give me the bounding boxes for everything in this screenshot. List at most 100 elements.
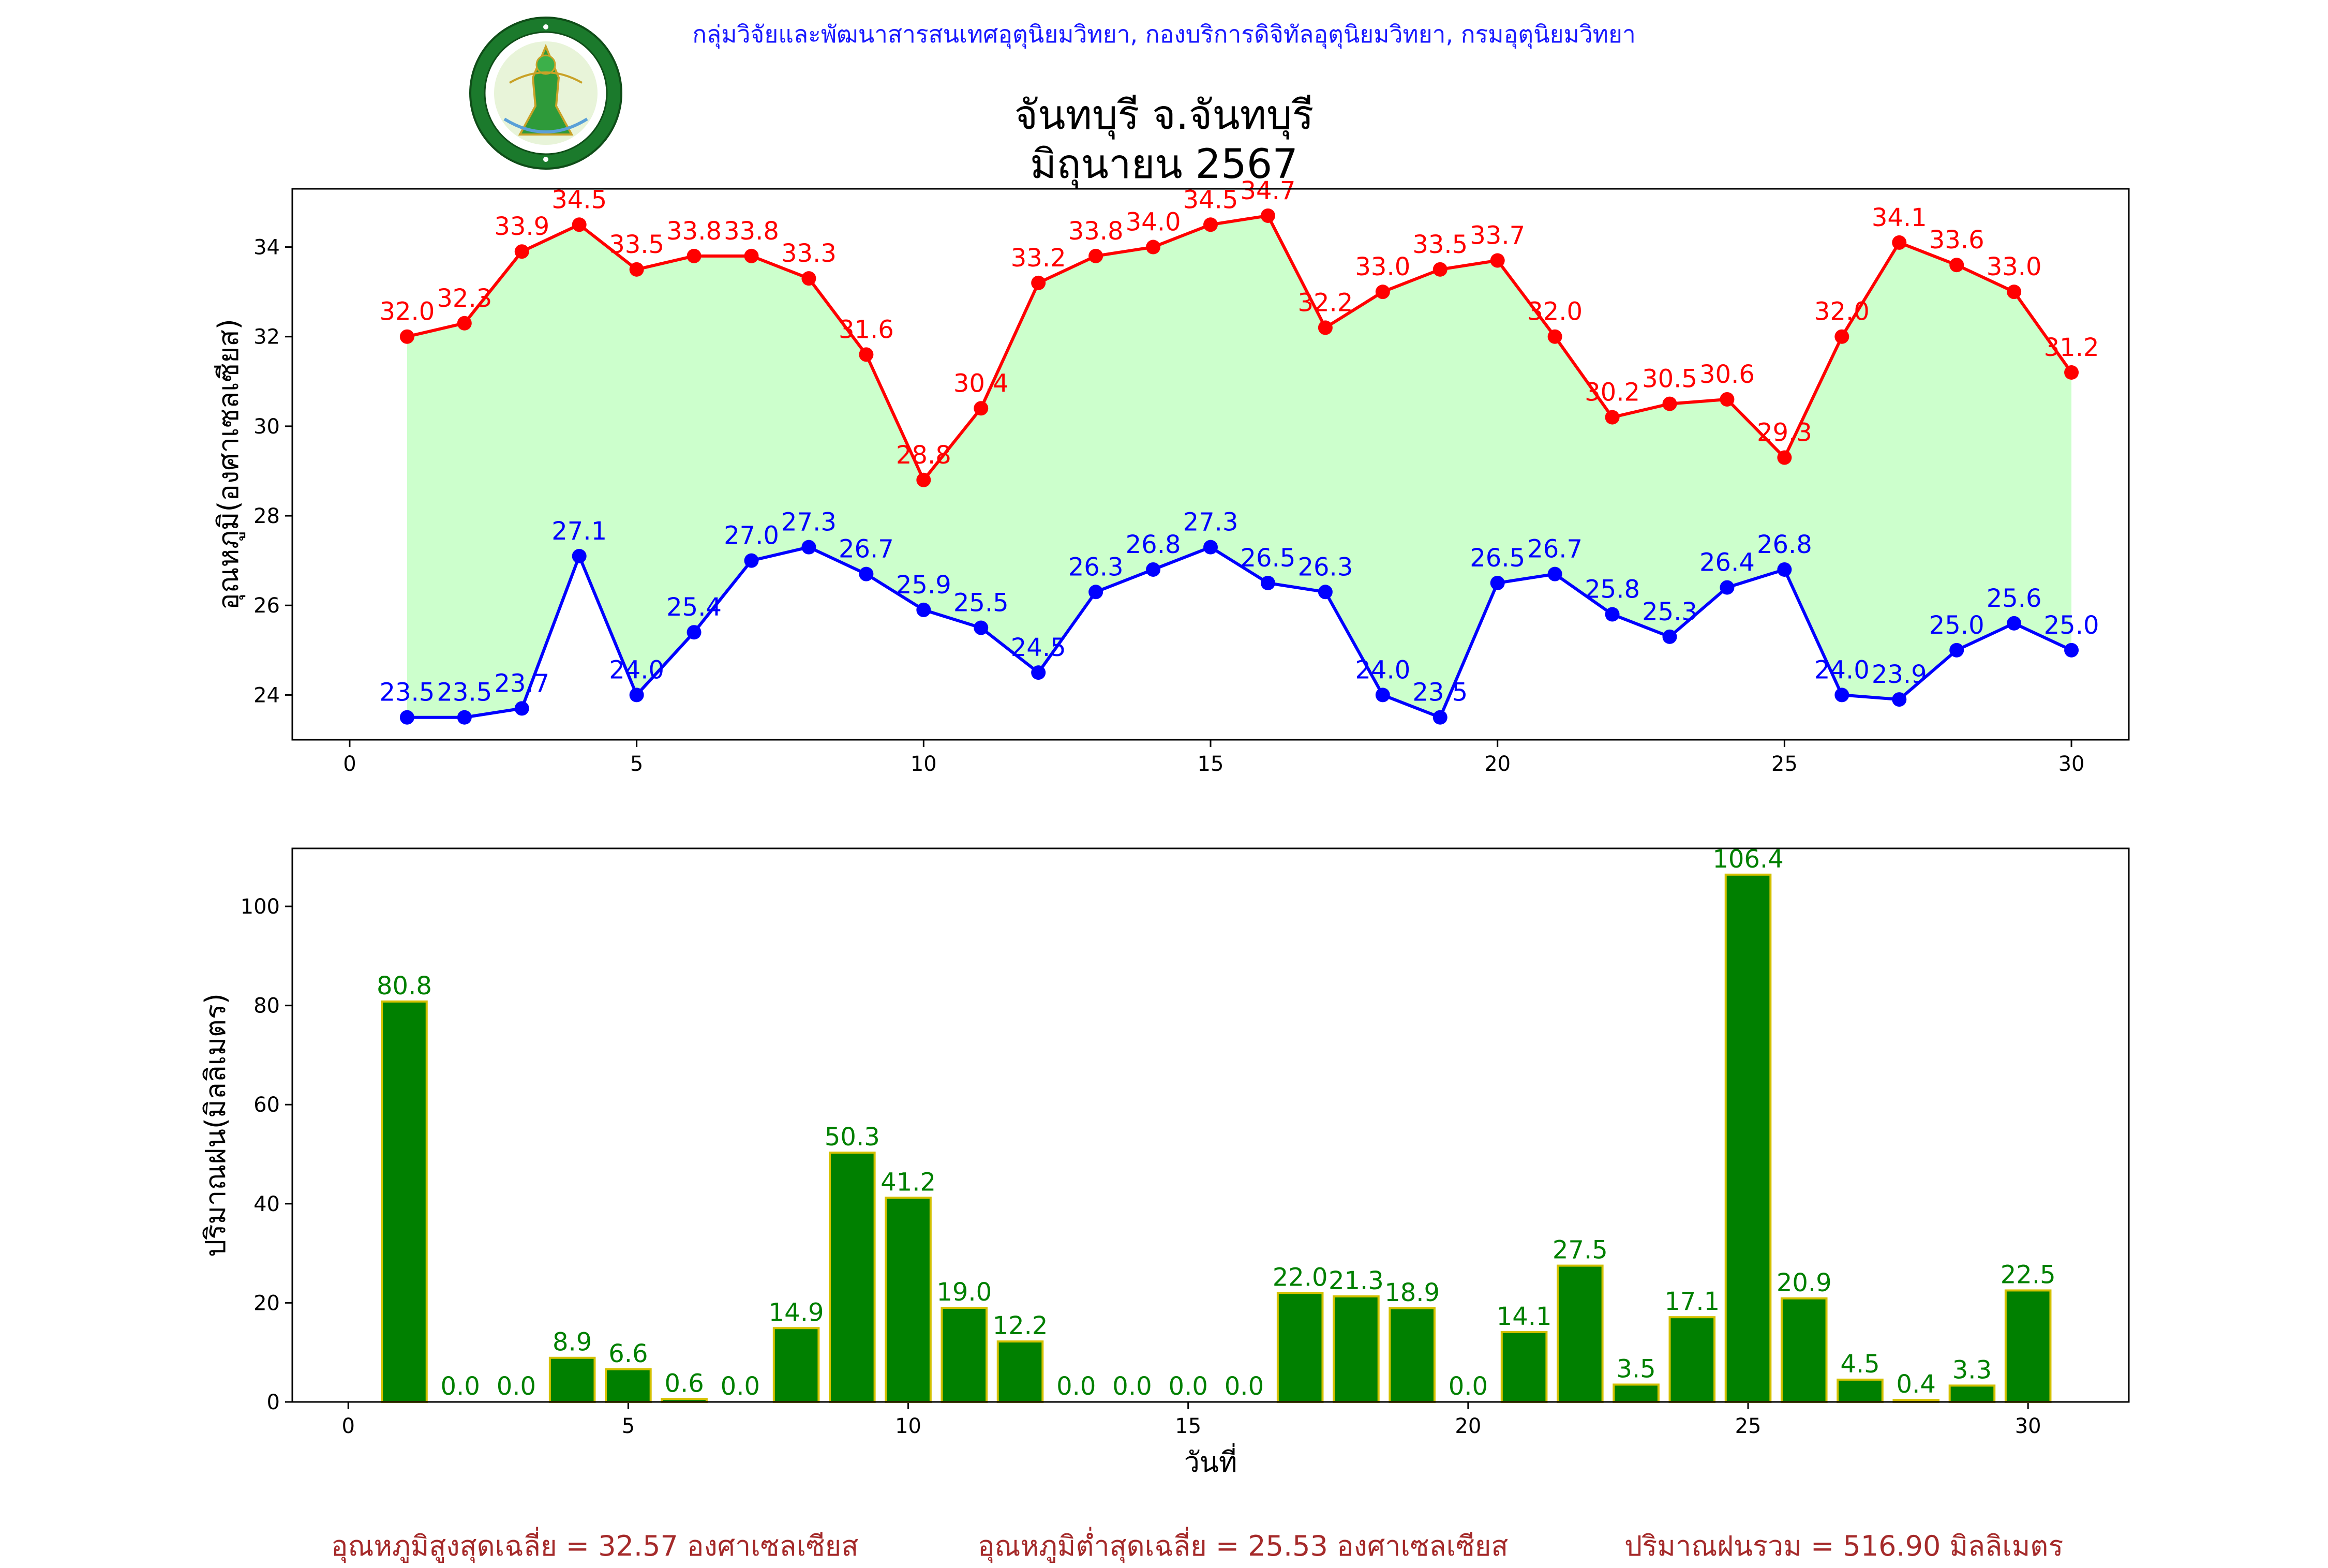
- max-temp-data-label: 30.2: [1585, 378, 1640, 407]
- temp-x-tick-label: 0: [343, 752, 356, 776]
- rain-bar: [1276, 1292, 1324, 1403]
- avg-min-temp-summary: อุณหภูมิต่ำสุดเฉลี่ย = 25.53 องศาเซลเซีย…: [978, 1530, 1509, 1562]
- min-temp-data-label: 26.8: [1126, 530, 1181, 559]
- max-temp-point: [1547, 329, 1562, 344]
- min-temp-data-label: 26.7: [839, 535, 894, 564]
- min-temp-data-label: 25.8: [1585, 575, 1640, 604]
- min-temp-data-label: 23.7: [494, 669, 549, 698]
- rain-x-axis-label: วันที่: [1184, 1443, 1237, 1479]
- max-temp-data-label: 30.6: [1699, 360, 1755, 389]
- rain-data-label: 27.5: [1553, 1236, 1608, 1265]
- rain-x-tick-label: 15: [1175, 1414, 1201, 1438]
- rain-y-axis-label: ปริมาณฝน(มิลลิเมตร): [199, 993, 232, 1257]
- min-temp-point: [1203, 540, 1218, 555]
- max-temp-data-label: 33.5: [1412, 230, 1468, 259]
- min-temp-point: [1031, 665, 1046, 680]
- meteorological-department-logo: [469, 17, 622, 170]
- max-temp-data-label: 32.0: [379, 297, 435, 326]
- max-temp-point: [1949, 258, 1964, 273]
- max-temp-data-label: 32.2: [1297, 288, 1353, 317]
- max-temp-point: [1605, 410, 1620, 425]
- min-temp-point: [629, 688, 644, 703]
- min-temp-data-label: 24.5: [1011, 633, 1066, 662]
- min-temp-point: [687, 625, 702, 640]
- min-temp-point: [1834, 688, 1849, 703]
- rain-bar: [1837, 1378, 1884, 1403]
- min-temp-point: [1375, 688, 1390, 703]
- max-temp-point: [1892, 235, 1907, 250]
- max-temp-data-label: 32.0: [1814, 297, 1870, 326]
- rain-x-tick-label: 25: [1735, 1414, 1762, 1438]
- rain-data-label: 80.8: [377, 972, 432, 1000]
- max-temp-point: [744, 248, 759, 263]
- min-temp-data-label: 25.3: [1642, 598, 1697, 626]
- rain-data-label: 8.9: [553, 1328, 592, 1357]
- max-temp-data-label: 32.0: [1527, 297, 1583, 326]
- rain-bar: [772, 1327, 820, 1403]
- station-title: จันทบุรี จ.จันทบุรี: [1014, 92, 1314, 139]
- max-temp-data-label: 30.5: [1642, 365, 1697, 394]
- max-temp-point: [1318, 320, 1333, 335]
- rain-bar: [996, 1340, 1044, 1403]
- rain-y-tick-label: 20: [253, 1291, 280, 1315]
- rainfall-chart: 0 5 10 15 20 25 30 0 20 40 60 80 100 80.8 0.0 0.0 8.9 6.6…: [199, 845, 2130, 1479]
- min-temp-point: [1260, 575, 1275, 590]
- rain-y-tick-label: 40: [253, 1192, 280, 1216]
- min-temp-data-label: 26.8: [1757, 530, 1812, 559]
- rain-y-tick-label: 60: [253, 1093, 280, 1117]
- max-temp-data-label: 33.3: [781, 239, 837, 268]
- max-temp-data-label: 33.0: [1987, 252, 2042, 281]
- rain-data-label: 0.0: [497, 1372, 536, 1401]
- max-temp-point: [399, 329, 414, 344]
- min-temp-point: [1318, 585, 1333, 600]
- min-temp-point: [457, 710, 472, 725]
- max-temp-point: [1031, 275, 1046, 290]
- temp-x-tick-label: 30: [2058, 752, 2085, 776]
- rain-bar: [885, 1197, 932, 1403]
- min-temp-point: [514, 701, 529, 716]
- rain-bar: [1389, 1307, 1436, 1403]
- rain-data-label: 0.0: [441, 1372, 480, 1401]
- temp-axes-frame: [291, 188, 2130, 741]
- rain-bar: [381, 1000, 428, 1403]
- rain-y-tick-label: 0: [267, 1391, 280, 1414]
- rain-bar: [1557, 1264, 1604, 1403]
- min-temp-point: [1720, 580, 1735, 595]
- min-temp-data-label: 23.9: [1872, 660, 1927, 689]
- rain-data-label: 0.0: [1225, 1372, 1264, 1401]
- rain-data-label: 0.4: [1897, 1370, 1936, 1399]
- temp-x-tick-label: 20: [1484, 752, 1511, 776]
- min-temp-point: [1088, 585, 1103, 600]
- min-temp-point: [1662, 629, 1677, 644]
- min-temp-data-label: 24.0: [1814, 655, 1870, 684]
- min-temp-data-label: 24.0: [609, 655, 664, 684]
- max-temp-point: [916, 472, 931, 487]
- min-temp-point: [572, 549, 587, 563]
- rain-y-tick-label: 80: [253, 994, 280, 1018]
- rain-data-label: 0.0: [721, 1372, 760, 1401]
- min-temp-point: [1777, 562, 1792, 577]
- temp-y-tick-label: 26: [253, 594, 280, 618]
- max-temp-data-label: 29.3: [1757, 419, 1812, 447]
- max-temp-point: [629, 262, 644, 277]
- max-temp-point: [1777, 450, 1792, 465]
- temp-x-tick-label: 5: [630, 752, 643, 776]
- rain-y-tick-label: 100: [241, 895, 280, 919]
- temp-y-tick-label: 32: [253, 325, 280, 349]
- max-temp-point: [1662, 396, 1677, 411]
- temp-x-tick-label: 25: [1771, 752, 1798, 776]
- min-temp-point: [1892, 692, 1907, 707]
- rain-axes-frame: [291, 847, 2130, 1403]
- temp-y-axis-label: อุณหภูมิ(องศาเซลเซียส): [212, 319, 246, 610]
- max-temp-data-label: 34.5: [1183, 185, 1238, 214]
- max-temp-data-label: 33.0: [1355, 252, 1410, 281]
- rain-data-label: 17.1: [1664, 1287, 1720, 1316]
- max-temp-data-label: 33.7: [1470, 221, 1525, 250]
- min-temp-data-label: 25.6: [1987, 584, 2042, 613]
- rain-bar: [1724, 873, 1772, 1403]
- min-temp-data-label: 26.5: [1470, 544, 1525, 573]
- max-temp-data-label: 31.2: [2044, 333, 2099, 362]
- max-temp-point: [457, 316, 472, 331]
- rain-data-label: 41.2: [881, 1168, 936, 1197]
